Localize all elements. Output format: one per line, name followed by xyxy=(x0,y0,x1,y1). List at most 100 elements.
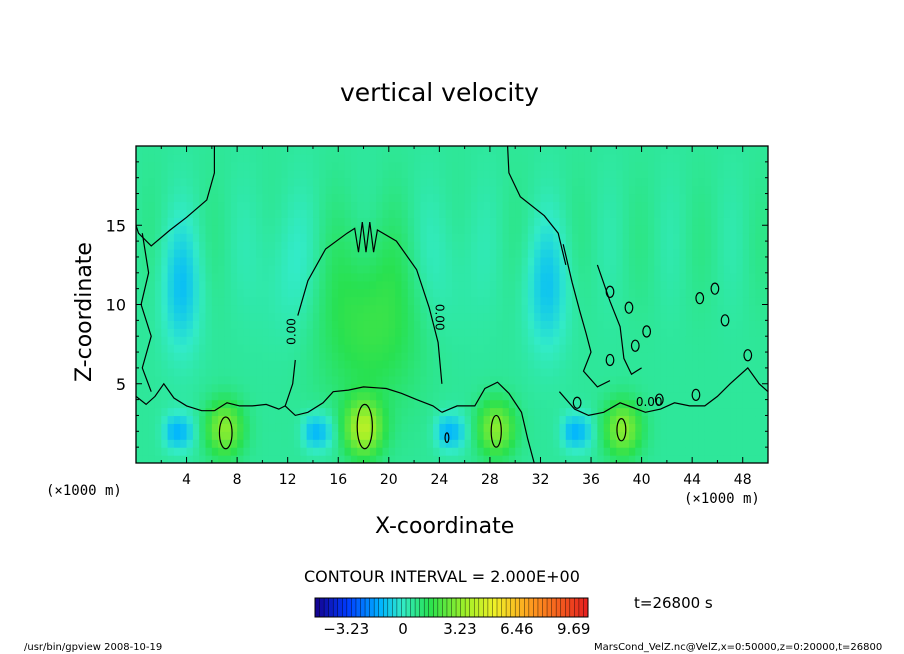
field-cell xyxy=(199,336,207,345)
field-cell xyxy=(553,320,561,329)
field-cell xyxy=(654,177,662,187)
field-cell xyxy=(591,423,598,432)
field-cell xyxy=(268,280,276,290)
field-cell xyxy=(350,423,358,432)
field-cell xyxy=(685,455,693,463)
field-cell xyxy=(521,209,529,218)
field-cell xyxy=(319,328,327,337)
field-cell xyxy=(142,185,150,195)
field-cell xyxy=(559,161,567,171)
field-cell xyxy=(312,320,320,329)
field-cell xyxy=(711,177,719,187)
field-cell xyxy=(521,217,529,226)
field-cell xyxy=(717,359,725,369)
field-cell xyxy=(610,320,617,329)
field-cell xyxy=(218,280,226,290)
field-cell xyxy=(180,383,188,393)
field-cell xyxy=(300,359,308,369)
field-cell xyxy=(692,375,700,385)
field-cell xyxy=(350,344,358,353)
field-cell xyxy=(294,359,301,369)
field-cell xyxy=(540,280,548,290)
field-cell xyxy=(211,439,219,448)
field-cell xyxy=(420,177,428,187)
field-cell xyxy=(717,375,725,385)
field-cell xyxy=(173,201,181,210)
field-cell xyxy=(249,256,257,266)
field-cell xyxy=(344,296,352,306)
field-cell xyxy=(388,399,396,409)
field-cell xyxy=(192,288,200,298)
field-cell xyxy=(477,423,485,432)
field-cell xyxy=(483,367,491,377)
field-cell xyxy=(205,431,213,440)
field-cell xyxy=(148,407,156,417)
field-cell xyxy=(666,304,674,314)
field-cell xyxy=(730,161,737,171)
field-cell xyxy=(281,439,289,448)
field-cell xyxy=(369,288,377,298)
field-cell xyxy=(262,169,270,179)
field-cell xyxy=(679,249,687,258)
field-cell xyxy=(572,272,579,282)
field-cell xyxy=(136,455,143,463)
field-cell xyxy=(211,209,219,218)
field-cell xyxy=(565,256,573,266)
field-cell xyxy=(268,344,276,353)
field-cell xyxy=(382,146,390,155)
field-cell xyxy=(186,249,194,258)
field-cell xyxy=(591,233,598,242)
field-cell xyxy=(603,391,611,401)
field-cell xyxy=(407,193,415,203)
field-cell xyxy=(666,328,674,337)
field-cell xyxy=(376,352,384,361)
field-cell xyxy=(458,415,466,424)
field-cell xyxy=(458,241,466,250)
field-cell xyxy=(470,217,478,226)
field-cell xyxy=(515,447,523,456)
field-cell xyxy=(268,241,276,250)
field-cell xyxy=(211,249,219,258)
field-cell xyxy=(180,447,188,456)
field-cell xyxy=(483,352,491,361)
field-cell xyxy=(369,336,377,345)
field-cell xyxy=(161,383,169,393)
field-cell xyxy=(755,391,763,401)
field-cell xyxy=(698,383,706,393)
field-cell xyxy=(647,249,655,258)
field-cell xyxy=(249,344,257,353)
field-cell xyxy=(173,209,181,218)
field-cell xyxy=(161,272,169,282)
field-cell xyxy=(407,209,415,218)
field-cell xyxy=(628,447,636,456)
field-cell xyxy=(294,193,301,203)
field-cell xyxy=(749,256,756,266)
field-cell xyxy=(148,280,156,290)
field-cell xyxy=(584,431,592,440)
field-cell xyxy=(742,431,750,440)
field-cell xyxy=(584,439,592,448)
field-cell xyxy=(666,225,674,234)
field-cell xyxy=(420,439,428,448)
field-cell xyxy=(205,304,213,314)
field-cell xyxy=(483,312,491,321)
field-cell xyxy=(704,375,712,385)
field-cell xyxy=(704,304,712,314)
field-cell xyxy=(742,264,750,274)
field-cell xyxy=(369,304,377,314)
field-cell xyxy=(591,146,598,155)
field-cell xyxy=(749,161,756,171)
field-cell xyxy=(268,439,276,448)
field-cell xyxy=(578,280,586,290)
field-cell xyxy=(521,431,529,440)
field-cell xyxy=(685,264,693,274)
field-cell xyxy=(730,153,737,163)
field-cell xyxy=(338,256,346,266)
field-cell xyxy=(597,304,605,314)
field-cell xyxy=(205,439,213,448)
field-cell xyxy=(186,201,194,210)
field-cell xyxy=(249,328,257,337)
field-cell xyxy=(407,304,415,314)
field-cell xyxy=(445,272,453,282)
field-cell xyxy=(294,217,301,226)
